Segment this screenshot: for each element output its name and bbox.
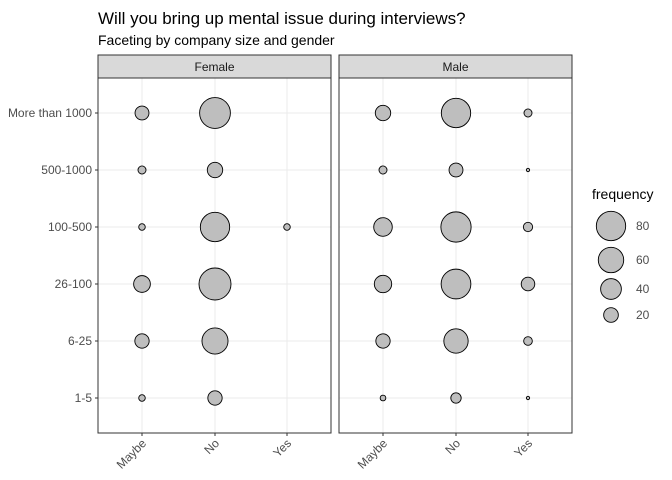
point-female-more-than-1000-no	[199, 97, 231, 129]
point-male-1-5-no	[450, 392, 462, 404]
y-tick-label-more-than-1000: More than 1000	[8, 106, 92, 120]
legend-label-40: 40	[636, 282, 650, 296]
y-axis: 1-5 6-25 26-100 100-500 500-1000 More than 10…	[8, 106, 98, 405]
point-female-6-25-maybe	[134, 333, 150, 349]
point-male-more-than-1000-no	[440, 97, 472, 129]
y-tick-label-6-25: 6-25	[68, 334, 92, 348]
point-male-100-500-yes	[522, 221, 534, 233]
point-female-500-1000-no	[206, 161, 224, 179]
point-male-1-5-yes	[525, 395, 531, 401]
point-male-500-1000-no	[448, 162, 464, 178]
point-male-100-500-maybe	[373, 217, 393, 237]
point-male-26-100-no	[440, 268, 472, 300]
legend-key-40	[600, 278, 622, 300]
x-tick-label-yes: Yes	[511, 436, 535, 460]
point-female-1-5-maybe	[138, 394, 146, 402]
point-female-26-100-no	[198, 267, 232, 301]
point-female-500-1000-maybe	[137, 165, 147, 175]
point-male-500-1000-maybe	[378, 165, 388, 175]
point-female-26-100-maybe	[133, 275, 151, 293]
legend-key-20	[603, 307, 619, 323]
legend-key-60	[597, 246, 625, 274]
point-male-6-25-no	[443, 328, 469, 354]
y-tick-label-500-1000: 500-1000	[41, 163, 92, 177]
facet-panels: Female Maybe No Yes Male Maybe No Yes	[97, 54, 573, 472]
point-female-1-5-no	[207, 390, 223, 406]
point-female-more-than-1000-maybe	[134, 105, 150, 121]
x-tick-label-maybe: Maybe	[355, 436, 391, 472]
point-male-more-than-1000-yes	[523, 108, 533, 118]
facet-label-male: Male	[442, 60, 468, 74]
legend-label-60: 60	[636, 253, 650, 267]
point-female-100-500-yes	[283, 223, 291, 231]
point-male-more-than-1000-maybe	[374, 104, 392, 122]
point-male-1-5-maybe	[379, 394, 387, 402]
legend-key-80	[595, 210, 627, 242]
point-female-100-500-maybe	[138, 223, 146, 231]
legend-label-80: 80	[636, 219, 650, 233]
point-male-6-25-yes	[523, 336, 533, 346]
point-female-6-25-no	[201, 327, 229, 355]
legend-label-20: 20	[636, 308, 650, 322]
x-tick-label-yes: Yes	[270, 436, 294, 460]
point-male-500-1000-yes	[525, 167, 531, 173]
x-tick-label-maybe: Maybe	[114, 436, 150, 472]
point-male-26-100-maybe	[373, 274, 393, 294]
legend-title: frequency	[592, 186, 653, 202]
x-tick-label-no: No	[201, 436, 222, 457]
y-tick-label-26-100: 26-100	[55, 277, 93, 291]
point-male-6-25-maybe	[375, 333, 391, 349]
facet-male: Male Maybe No Yes	[338, 54, 573, 472]
y-tick-label-1-5: 1-5	[75, 391, 93, 405]
y-tick-label-100-500: 100-500	[48, 220, 92, 234]
point-male-26-100-yes	[520, 276, 536, 292]
point-male-100-500-no	[440, 211, 472, 243]
facet-female: Female Maybe No Yes	[97, 54, 332, 472]
facet-label-female: Female	[194, 60, 234, 74]
chart-subtitle: Faceting by company size and gender	[98, 32, 335, 48]
point-female-100-500-no	[199, 211, 231, 243]
size-legend: frequency 80 60 40 20	[592, 186, 653, 323]
x-tick-label-no: No	[442, 436, 463, 457]
chart-title: Will you bring up mental issue during in…	[98, 9, 466, 28]
